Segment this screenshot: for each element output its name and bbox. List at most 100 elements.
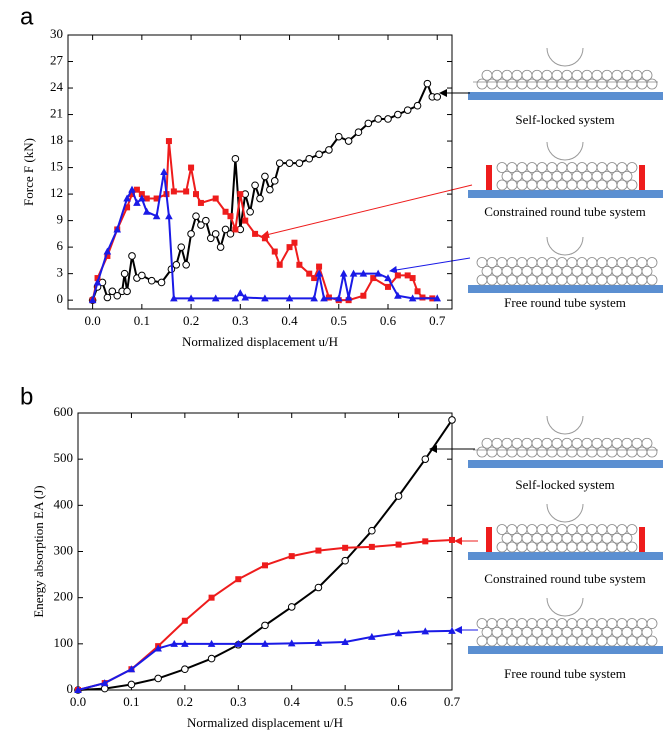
marker — [314, 583, 323, 592]
tube — [591, 437, 603, 449]
marker — [236, 289, 245, 297]
tube — [621, 532, 633, 544]
tube — [611, 265, 623, 277]
marker — [320, 294, 328, 302]
marker — [287, 639, 296, 647]
tube — [576, 162, 588, 173]
tube — [606, 78, 618, 90]
tube — [491, 265, 503, 277]
tube — [516, 541, 528, 553]
tube — [586, 541, 598, 553]
marker — [285, 159, 294, 167]
tube — [576, 541, 588, 553]
tube — [601, 437, 613, 449]
tube — [636, 274, 648, 286]
tube — [556, 179, 568, 191]
tube — [481, 437, 493, 449]
x-tick-label: 0.3 — [230, 694, 246, 709]
tube — [516, 274, 528, 286]
marker — [315, 547, 322, 554]
marker — [100, 679, 109, 687]
tube — [591, 170, 603, 182]
marker — [103, 293, 112, 302]
tube — [491, 626, 503, 638]
tube — [546, 541, 558, 553]
tube — [536, 78, 548, 90]
tube — [491, 437, 503, 449]
tube — [566, 274, 578, 286]
tube — [606, 274, 618, 286]
marker — [385, 283, 391, 290]
marker — [165, 138, 172, 145]
constraint — [486, 165, 492, 190]
y-tick-label: 600 — [54, 404, 74, 419]
x-axis-label: Normalized displacement u/H — [187, 715, 343, 730]
tube — [521, 69, 533, 81]
marker — [334, 294, 343, 302]
tube — [506, 179, 518, 191]
marker — [314, 638, 323, 646]
y-tick-label: 0 — [67, 681, 74, 696]
marker — [231, 294, 240, 302]
tube — [476, 635, 488, 647]
tube — [541, 265, 553, 277]
panel-label: b — [20, 383, 33, 410]
tube — [496, 618, 508, 629]
marker — [207, 639, 216, 647]
x-tick-label: 0.5 — [331, 313, 347, 328]
tube — [606, 524, 618, 535]
tube — [481, 626, 493, 638]
tube — [636, 257, 648, 268]
marker — [197, 199, 204, 206]
tube — [596, 257, 608, 268]
tube — [566, 179, 578, 191]
y-tick-label: 24 — [50, 79, 64, 94]
tube — [551, 170, 563, 182]
tube — [511, 265, 523, 277]
marker — [208, 594, 215, 601]
marker — [181, 617, 188, 624]
tube — [496, 179, 508, 191]
tube — [561, 437, 573, 449]
marker — [234, 639, 243, 647]
tube — [511, 437, 523, 449]
tube — [476, 274, 488, 286]
tube — [496, 541, 508, 553]
tube — [646, 635, 658, 647]
tube — [546, 635, 558, 647]
marker — [183, 188, 190, 195]
tube — [626, 274, 638, 286]
tube — [616, 257, 628, 268]
tube — [586, 78, 598, 90]
marker — [409, 275, 416, 282]
tube — [626, 446, 638, 458]
marker — [211, 294, 220, 302]
tube — [501, 437, 513, 449]
tube — [501, 69, 513, 81]
tube — [576, 257, 588, 268]
tube — [516, 78, 528, 90]
marker — [306, 270, 313, 277]
marker — [147, 276, 156, 285]
marker — [433, 294, 442, 302]
tube — [586, 524, 598, 535]
tube — [646, 78, 658, 90]
tube — [536, 541, 548, 553]
y-tick-label: 400 — [54, 496, 74, 511]
tube — [561, 170, 573, 182]
marker — [421, 627, 430, 635]
marker — [157, 278, 166, 287]
tube — [616, 635, 628, 647]
tube — [481, 69, 493, 81]
tube — [626, 257, 638, 268]
marker — [256, 194, 264, 203]
y-tick-label: 9 — [57, 212, 64, 227]
y-axis-label: Energy absorption EA (J) — [31, 485, 46, 617]
tube — [496, 162, 508, 173]
tube — [501, 626, 513, 638]
tube — [526, 274, 538, 286]
tube — [546, 162, 558, 173]
tube — [596, 78, 608, 90]
marker — [241, 293, 250, 301]
tube — [586, 635, 598, 647]
